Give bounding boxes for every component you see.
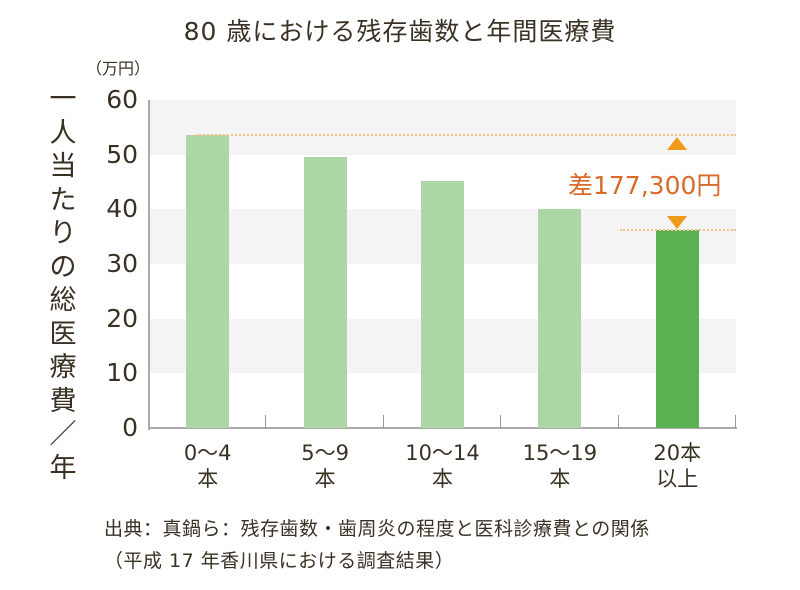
y-axis-label-char: 療: [49, 352, 77, 383]
x-tick-label: 0〜4 本: [183, 441, 232, 491]
y-tick-label: 20: [106, 303, 138, 333]
y-tick-label: 50: [106, 139, 138, 169]
y-tick-label: 40: [106, 194, 138, 224]
arrow-up-icon: [667, 136, 688, 150]
x-tick-mark: [735, 415, 736, 428]
y-axis-label-char: ／: [49, 419, 77, 450]
x-axis-line: [148, 427, 737, 429]
source-line-1: 出典：真鍋ら：残存歯数・歯周炎の程度と医科診療費との関係: [104, 518, 650, 540]
y-axis-label-char: 一: [49, 84, 77, 115]
y-tick-label: 30: [106, 249, 138, 278]
chart-title: 80 歳における残存歯数と年間医療費: [183, 17, 617, 46]
bar-0: [186, 134, 230, 428]
unit-label: （万円）: [86, 59, 151, 78]
reference-line-bottom: [620, 229, 736, 232]
x-tick-mark: [617, 415, 619, 428]
bar-4: [655, 230, 699, 428]
source-line-2: （平成 17 年香川県における調査結果）: [104, 550, 455, 572]
y-axis-label: 一人当たりの総医療費／年: [46, 83, 80, 485]
y-axis-label-char: 当: [49, 151, 77, 182]
y-axis-label-char: り: [49, 218, 77, 249]
y-axis-label-char: の: [49, 251, 77, 283]
x-tick-label: 5〜9 本: [301, 441, 349, 491]
arrow-down-icon: [667, 216, 688, 230]
y-axis-label-char: 年: [49, 452, 77, 484]
x-tick-label: 15〜19 本: [522, 441, 598, 491]
y-axis-label-char: 総: [49, 285, 77, 316]
y-axis-line: [148, 100, 150, 430]
y-tick-label: 0: [122, 413, 138, 442]
x-tick-label: 20本 以上: [653, 441, 702, 491]
y-axis-label-char: 費: [49, 385, 77, 417]
y-axis-label-char: た: [49, 184, 77, 216]
grid-band: [149, 100, 736, 155]
y-axis-label-char: 医: [49, 318, 77, 350]
x-tick-mark: [265, 415, 267, 428]
x-tick-mark: [500, 415, 502, 428]
reference-line-top: [195, 133, 736, 136]
y-tick-label: 60: [106, 85, 138, 114]
difference-label: 差177,300円: [566, 166, 724, 202]
x-tick-label: 10〜14 本: [405, 441, 480, 491]
y-axis-label-char: 人: [49, 117, 77, 149]
bar-1: [303, 156, 347, 428]
bar-3: [538, 208, 582, 428]
y-tick-label: 10: [106, 358, 138, 388]
bar-2: [421, 180, 464, 428]
x-tick-mark: [382, 415, 384, 428]
